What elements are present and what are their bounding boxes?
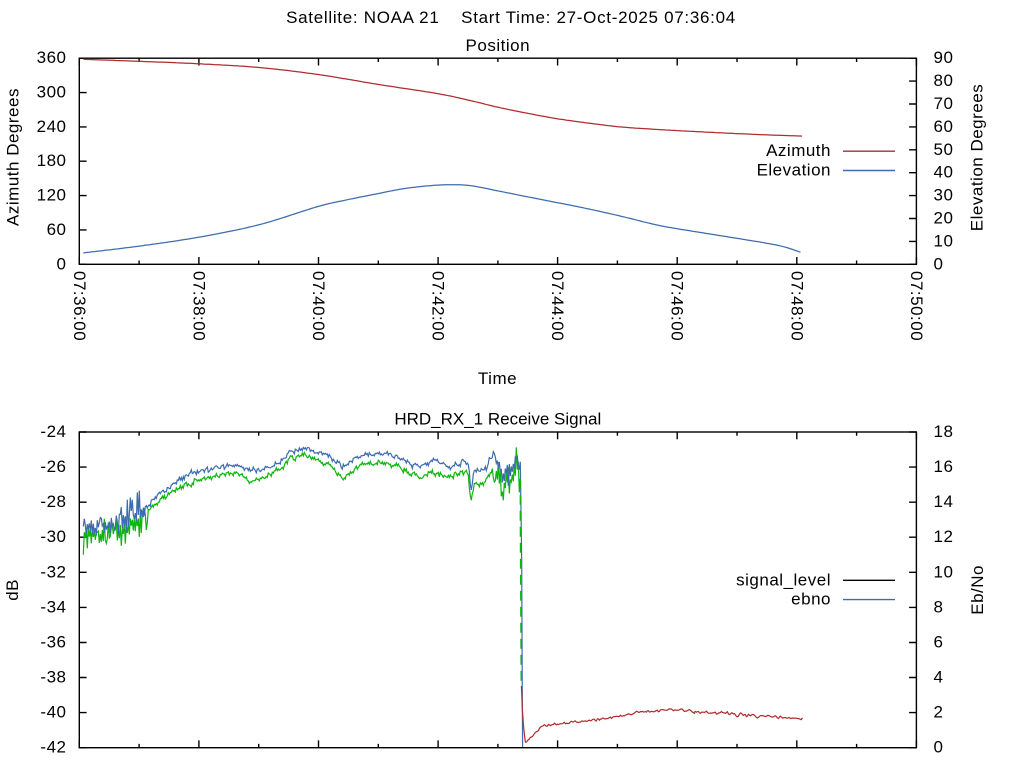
svg-text:-32: -32	[40, 562, 66, 581]
svg-text:240: 240	[37, 117, 67, 136]
svg-text:18: 18	[934, 422, 954, 441]
svg-text:-38: -38	[40, 668, 66, 687]
svg-text:-36: -36	[40, 633, 66, 652]
svg-text:2: 2	[934, 703, 944, 722]
svg-text:Position: Position	[466, 36, 530, 55]
svg-text:10: 10	[934, 562, 954, 581]
svg-text:-26: -26	[40, 457, 66, 476]
svg-text:dB: dB	[3, 579, 22, 601]
svg-text:8: 8	[934, 597, 944, 616]
svg-text:30: 30	[934, 186, 954, 205]
svg-text:0: 0	[57, 254, 67, 273]
svg-text:07:50:00: 07:50:00	[907, 271, 926, 341]
svg-text:07:40:00: 07:40:00	[309, 271, 328, 341]
svg-text:Elevation: Elevation	[757, 161, 831, 180]
svg-text:10: 10	[934, 231, 954, 250]
svg-text:Azimuth: Azimuth	[766, 141, 831, 160]
svg-text:07:36:00: 07:36:00	[70, 271, 89, 341]
svg-text:-24: -24	[40, 422, 66, 441]
svg-text:6: 6	[934, 633, 944, 652]
svg-text:HRD_RX_1 Receive Signal: HRD_RX_1 Receive Signal	[394, 410, 601, 429]
svg-text:-28: -28	[40, 492, 66, 511]
svg-text:-30: -30	[40, 527, 66, 546]
svg-text:Azimuth Degrees: Azimuth Degrees	[4, 88, 23, 226]
svg-text:60: 60	[47, 220, 67, 239]
svg-text:70: 70	[934, 94, 954, 113]
svg-text:07:48:00: 07:48:00	[787, 271, 806, 341]
svg-text:07:42:00: 07:42:00	[429, 271, 448, 341]
svg-text:120: 120	[37, 186, 67, 205]
svg-text:14: 14	[934, 492, 954, 511]
svg-text:80: 80	[934, 71, 954, 90]
svg-text:-42: -42	[40, 738, 66, 757]
svg-text:20: 20	[934, 209, 954, 228]
svg-text:90: 90	[934, 48, 954, 67]
svg-text:signal_level: signal_level	[736, 570, 831, 589]
svg-text:-34: -34	[40, 597, 66, 616]
svg-text:07:44:00: 07:44:00	[548, 271, 567, 341]
svg-text:Time: Time	[478, 369, 517, 388]
svg-text:0: 0	[934, 738, 944, 757]
svg-text:Eb/No: Eb/No	[968, 565, 987, 615]
svg-text:0: 0	[934, 254, 944, 273]
svg-text:4: 4	[934, 668, 944, 687]
svg-text:07:38:00: 07:38:00	[189, 271, 208, 341]
svg-text:Satellite: NOAA 21 Start Ti: Satellite: NOAA 21 Start Time: 27-Oct-20…	[286, 8, 736, 27]
svg-text:40: 40	[934, 163, 954, 182]
svg-text:ebno: ebno	[791, 590, 831, 609]
svg-text:Elevation Degrees: Elevation Degrees	[968, 84, 987, 231]
svg-text:12: 12	[934, 527, 954, 546]
svg-text:50: 50	[934, 140, 954, 159]
svg-text:16: 16	[934, 457, 954, 476]
svg-text:180: 180	[37, 151, 67, 170]
svg-text:60: 60	[934, 117, 954, 136]
svg-text:07:46:00: 07:46:00	[668, 271, 687, 341]
svg-text:-40: -40	[40, 703, 66, 722]
svg-text:360: 360	[37, 48, 67, 67]
svg-text:300: 300	[37, 83, 67, 102]
